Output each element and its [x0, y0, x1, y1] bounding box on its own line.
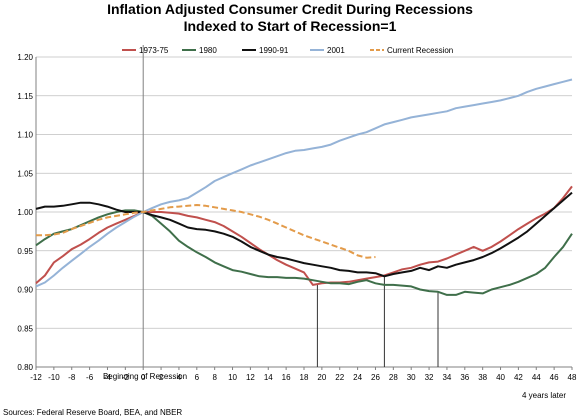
x-tick-label: 42	[514, 373, 523, 382]
legend-label: 2001	[327, 46, 345, 55]
x-tick-label: 34	[442, 373, 451, 382]
series-line-1973-75	[35, 185, 573, 286]
series-line-1980	[35, 209, 573, 296]
series-line-1990-91	[35, 191, 573, 278]
y-tick-label: 1.00	[17, 208, 33, 217]
four-years-later-annotation: 4 years later	[522, 391, 566, 400]
x-tick-label: -2	[122, 373, 130, 382]
x-tick-label: 26	[371, 373, 380, 382]
y-tick-label: 0.95	[17, 247, 33, 256]
x-tick-label: -4	[104, 373, 112, 382]
x-tick-label: 38	[478, 373, 487, 382]
x-tick-label: 28	[389, 373, 398, 382]
legend-label: 1973-75	[139, 46, 169, 55]
y-tick-label: 1.05	[17, 169, 33, 178]
x-tick-label: 2	[159, 373, 164, 382]
y-tick-label: 0.85	[17, 324, 33, 333]
y-tick-label: 1.20	[17, 53, 33, 62]
x-tick-label: 14	[264, 373, 273, 382]
legend: 1973-75 1980 1990-91 2001 Current Recession	[122, 46, 453, 55]
legend-label: Current Recession	[387, 46, 453, 55]
x-tick-label: 36	[460, 373, 469, 382]
x-tick-label: -10	[48, 373, 60, 382]
y-tick-label: 0.90	[17, 286, 33, 295]
x-tick-label: -8	[68, 373, 76, 382]
x-tick-label: 8	[212, 373, 217, 382]
series-line-2001	[35, 78, 573, 288]
legend-label: 1980	[199, 46, 217, 55]
chart-title-line2: Indexed to Start of Recession=1	[184, 18, 397, 34]
series-lines	[35, 78, 573, 296]
y-axis-ticks: 0.80 0.85 0.90 0.95 1.00 1.05 1.10 1.15 1.20	[17, 53, 33, 372]
x-tick-label: 10	[228, 373, 237, 382]
x-tick-label: 46	[550, 373, 559, 382]
legend-label: 1990-91	[259, 46, 289, 55]
x-tick-label: 4	[177, 373, 182, 382]
x-tick-label: 30	[407, 373, 416, 382]
x-tick-label: 20	[317, 373, 326, 382]
y-tick-label: 0.80	[17, 363, 33, 372]
x-tick-label: 48	[568, 373, 577, 382]
x-tick-label: 32	[425, 373, 434, 382]
x-tick-label: 44	[532, 373, 541, 382]
x-tick-label: 0	[141, 373, 146, 382]
y-tick-label: 1.15	[17, 92, 33, 101]
source-note: Sources: Federal Reserve Board, BEA, and…	[3, 408, 182, 417]
beginning-of-recession-annotation: Beginning of Recession	[103, 372, 187, 381]
x-tick-label: 22	[335, 373, 344, 382]
recession-marker-lines	[142, 45, 439, 367]
x-tick-label: -12	[30, 373, 42, 382]
x-tick-label: 16	[282, 373, 291, 382]
x-tick-label: 12	[246, 373, 255, 382]
x-axis-ticks: -12 -10 -8 -6 -4 -2 0 2 4 6 8 10 12 14 16 18 20 22 24 26 28 3…	[30, 367, 577, 382]
x-tick-label: 40	[496, 373, 505, 382]
series-line-current-recession	[36, 204, 376, 259]
y-tick-label: 1.10	[17, 131, 33, 140]
x-tick-label: 24	[353, 373, 362, 382]
x-tick-label: -6	[86, 373, 94, 382]
x-tick-label: 18	[300, 373, 309, 382]
x-tick-label: 6	[195, 373, 200, 382]
chart-title-line1: Inflation Adjusted Consumer Credit Durin…	[107, 1, 473, 17]
